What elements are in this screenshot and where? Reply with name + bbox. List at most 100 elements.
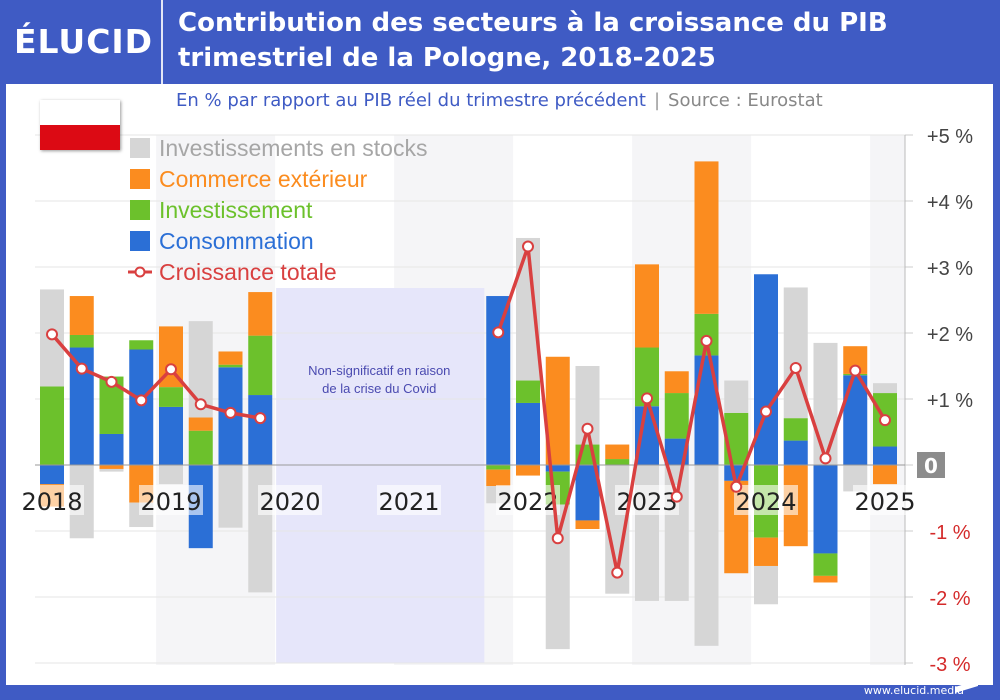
- total-growth-point: [730, 480, 743, 493]
- zero-label-box: [917, 452, 945, 478]
- y-tick-label: +5 %: [927, 126, 973, 148]
- total-growth-point: [849, 364, 862, 377]
- x-year-label: 2020: [259, 488, 320, 516]
- bar-consommation: [40, 465, 64, 485]
- bar-commerce-ext-rieur: [575, 520, 600, 530]
- bar-investissement: [664, 393, 689, 439]
- bar-consommation: [486, 296, 511, 465]
- bar-investissement: [813, 553, 838, 576]
- footer-url[interactable]: www.elucid.media: [863, 684, 964, 697]
- bar-consommation: [843, 375, 868, 465]
- bar-investissements-en-stocks: [218, 465, 243, 528]
- x-year-label: 2025: [854, 488, 915, 516]
- header: ÉLUCID Contribution des secteurs à la cr…: [0, 0, 1000, 84]
- title-line-2: trimestriel de la Pologne, 2018-2025: [178, 43, 716, 73]
- total-growth-point: [135, 394, 148, 407]
- year-label-bg: [377, 485, 441, 515]
- bar-consommation: [545, 465, 570, 472]
- legend-item: Croissance totale: [159, 259, 337, 285]
- bar-investissements-en-stocks: [159, 465, 183, 485]
- total-growth-point: [551, 532, 564, 545]
- total-growth-point: [105, 375, 118, 388]
- year-label-bg: [139, 485, 203, 515]
- bar-investissements-en-stocks: [99, 468, 124, 472]
- total-growth-point: [581, 422, 594, 435]
- bar-investissements-en-stocks: [724, 380, 749, 413]
- bar-investissement: [69, 334, 94, 348]
- y-tick-label: -2 %: [929, 588, 970, 610]
- x-year-label: 2024: [735, 488, 796, 516]
- legend-swatch: [130, 169, 150, 189]
- bar-consommation: [783, 440, 808, 465]
- subtitle: En % par rapport au PIB réel du trimestr…: [176, 90, 823, 111]
- elucid-logo: ÉLUCID: [14, 22, 154, 61]
- covid-band: [276, 288, 485, 663]
- year-label-bg: [496, 485, 560, 515]
- y-tick-label: -3 %: [929, 654, 970, 676]
- bar-investissement: [516, 380, 540, 403]
- x-year-label: 2018: [21, 488, 82, 516]
- bar-commerce-ext-rieur: [516, 465, 540, 476]
- y-tick-label: +1 %: [927, 390, 973, 412]
- bar-consommation: [159, 406, 183, 465]
- bar-commerce-ext-rieur: [664, 371, 689, 394]
- bar-investissement: [248, 335, 273, 396]
- legend-item: Investissement: [159, 197, 313, 223]
- bar-commerce-ext-rieur: [635, 264, 659, 348]
- y-tick-label: -1 %: [929, 522, 970, 544]
- bar-commerce-ext-rieur: [605, 444, 630, 460]
- subtitle-separator: |: [653, 90, 661, 111]
- title-line-1: Contribution des secteurs à la croissanc…: [178, 8, 888, 38]
- total-growth-point: [760, 405, 772, 418]
- bar-consommation: [248, 395, 273, 465]
- bar-commerce-ext-rieur: [754, 537, 778, 566]
- legend-item: Consommation: [159, 228, 314, 254]
- total-growth-point: [700, 334, 713, 347]
- bar-investissements-en-stocks: [694, 465, 719, 646]
- bar-investissements-en-stocks: [873, 383, 897, 394]
- y-tick-label: 0: [924, 454, 938, 478]
- bar-commerce-ext-rieur: [813, 575, 838, 583]
- bar-consommation: [813, 465, 838, 554]
- source: Source : Eurostat: [668, 90, 823, 111]
- year-label-bg: [615, 485, 679, 515]
- y-tick-label: +3 %: [927, 258, 973, 280]
- subtitle-text: En % par rapport au PIB réel du trimestr…: [176, 90, 646, 111]
- total-growth-point: [254, 412, 267, 425]
- total-growth-point: [194, 398, 207, 411]
- bar-consommation: [99, 433, 124, 465]
- bar-commerce-ext-rieur: [218, 351, 243, 365]
- bar-commerce-ext-rieur: [873, 465, 897, 485]
- y-tick-label: +2 %: [927, 324, 973, 346]
- year-label-bg: [734, 485, 798, 515]
- legend-marker-icon: [134, 266, 146, 278]
- total-growth-point: [224, 406, 237, 419]
- total-growth-point: [522, 240, 534, 253]
- legend-swatch: [130, 200, 150, 220]
- bar-commerce-ext-rieur: [99, 465, 124, 469]
- x-year-label: 2019: [140, 488, 201, 516]
- total-growth-point: [641, 392, 653, 405]
- bar-investissement: [486, 465, 511, 470]
- bar-consommation: [873, 446, 897, 465]
- covid-annotation-line-1: Non-significatif en raison: [308, 363, 450, 378]
- bar-investissement: [159, 387, 183, 407]
- chart-title: Contribution des secteurs à la croissanc…: [178, 6, 888, 76]
- year-label-bg: [20, 485, 84, 515]
- elucid-footer-mark-icon: [955, 680, 978, 693]
- x-year-label: 2022: [497, 488, 558, 516]
- poland-flag-icon: [40, 100, 120, 150]
- bar-consommation: [694, 355, 719, 465]
- bar-commerce-ext-rieur: [694, 161, 719, 314]
- bar-consommation: [129, 349, 154, 465]
- total-growth-point: [819, 452, 832, 465]
- total-growth-point: [670, 490, 683, 503]
- total-growth-point: [165, 363, 177, 376]
- legend-item: Commerce extérieur: [159, 166, 368, 192]
- covid-annotation-line-2: de la crise du Covid: [322, 381, 436, 396]
- bar-consommation: [516, 402, 540, 465]
- bar-investissement: [129, 340, 154, 350]
- x-year-label: 2023: [616, 488, 677, 516]
- total-growth-point: [492, 326, 505, 339]
